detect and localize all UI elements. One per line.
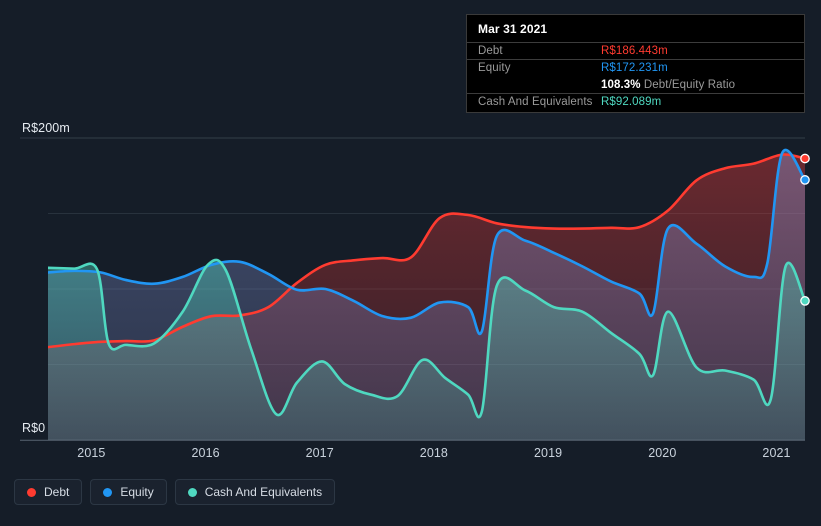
tooltip-row-equity: Equity R$172.231m [467,59,804,76]
y-axis-zero-label: R$0 [22,421,46,435]
tooltip-cash-value: R$92.089m [601,96,662,108]
legend-item-label: Equity [120,485,154,499]
tooltip-date-title: Mar 31 2021 [478,22,548,36]
tooltip-debt-value: R$186.443m [601,45,668,57]
tooltip-row-ratio: 108.3% Debt/Equity Ratio [467,76,804,93]
tooltip-equity-value: R$172.231m [601,62,668,74]
tooltip-row-debt: Debt R$186.443m [467,42,804,59]
tooltip-ratio-label: Debt/Equity Ratio [643,78,736,91]
x-axis-tick-2015: 2015 [77,446,106,460]
legend-color-dot [187,487,197,497]
x-axis-tick-2020: 2020 [648,446,677,460]
series-lines [48,148,805,419]
legend-item-label: Cash And Equivalents [204,485,323,499]
y-axis-top-label: R$200m [22,121,70,135]
area-fills [48,150,805,440]
tooltip-ratio-value: 108.3% [601,78,641,91]
tooltip-debt-key: Debt [478,45,503,57]
chart-tooltip: Mar 31 2021 Debt R$186.443m Equity R$172… [466,14,805,113]
legend-item-label: Debt [44,485,70,499]
chart-legend: Debt Equity Cash And Equivalents [14,479,336,505]
end-point-markers [800,153,810,306]
legend-color-dot [27,487,36,497]
tooltip-equity-key: Equity [478,62,511,74]
legend-item-equity[interactable]: Equity [90,479,167,505]
x-axis-tick-2019: 2019 [533,446,563,460]
legend-color-dot [103,487,113,497]
tooltip-cash-key: Cash And Equivalents [478,96,593,108]
x-axis-tick-2021: 2021 [762,446,791,460]
tooltip-row-cash: Cash And Equivalents R$92.089m [467,93,804,110]
x-axis-tick-2016: 2016 [191,446,220,460]
x-axis-tick-2018: 2018 [419,446,448,460]
x-axis-tick-2017: 2017 [305,446,334,460]
legend-item-debt[interactable]: Debt [14,479,83,505]
legend-item-cash-and-equivalents[interactable]: Cash And Equivalents [174,479,336,505]
